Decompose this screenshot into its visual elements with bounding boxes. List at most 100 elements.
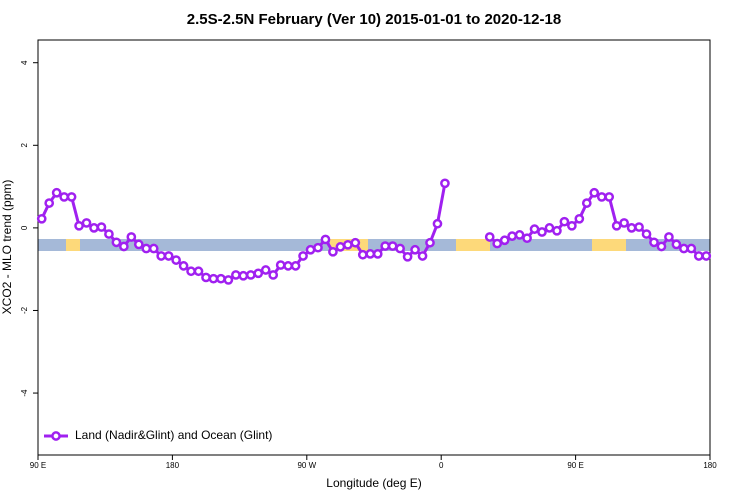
- y-tick-label: 0: [20, 225, 29, 230]
- data-point: [604, 192, 615, 202]
- data-point: [260, 265, 271, 275]
- data-point: [178, 261, 189, 271]
- data-point: [634, 222, 644, 232]
- data-point: [201, 272, 211, 283]
- data-point: [350, 237, 361, 248]
- data-point: [649, 237, 659, 248]
- data-point: [402, 251, 413, 262]
- data-point: [216, 273, 226, 284]
- data-point: [104, 229, 114, 239]
- data-point: [51, 187, 62, 198]
- data-point: [111, 237, 122, 248]
- ocean-band: [38, 239, 710, 251]
- data-point: [81, 218, 92, 228]
- data-point: [492, 238, 503, 249]
- data-point: [387, 241, 398, 251]
- data-point: [245, 270, 256, 280]
- data-point: [74, 220, 84, 231]
- y-tick-label: -4: [20, 389, 29, 397]
- data-point: [357, 249, 368, 260]
- data-point: [148, 243, 159, 254]
- data-point: [89, 223, 99, 233]
- data-point: [365, 249, 376, 259]
- data-point: [664, 232, 674, 242]
- legend-marker: [51, 431, 61, 441]
- data-point: [328, 246, 338, 257]
- data-point: [141, 243, 152, 254]
- legend-label: Land (Nadir&Glint) and Ocean (Glint): [75, 428, 272, 442]
- land-patch: [592, 239, 626, 251]
- data-point: [66, 192, 77, 202]
- data-point: [163, 251, 174, 261]
- chart-title: 2.5S-2.5N February (Ver 10) 2015-01-01 t…: [187, 11, 561, 28]
- data-point: [499, 235, 510, 246]
- data-point: [671, 239, 682, 250]
- data-point: [193, 266, 204, 277]
- land-ocean-strip: [38, 239, 710, 251]
- x-tick-label: 180: [166, 461, 180, 470]
- data-point: [126, 232, 137, 242]
- data-point: [231, 270, 241, 280]
- data-point: [417, 251, 428, 261]
- x-tick-label: 90 W: [297, 461, 316, 470]
- data-point: [544, 223, 555, 233]
- data-point: [238, 270, 249, 281]
- x-axis-label: Longitude (deg E): [326, 476, 421, 490]
- data-point: [552, 225, 562, 236]
- y-tick-label: -2: [20, 306, 29, 314]
- land-patch: [456, 239, 490, 251]
- data-point: [343, 239, 353, 250]
- data-point: [186, 266, 196, 277]
- data-point: [96, 222, 107, 232]
- data-point: [574, 213, 585, 224]
- x-tick-label: 0: [439, 461, 444, 470]
- data-point: [313, 242, 323, 253]
- data-point: [44, 198, 55, 208]
- data-point: [208, 273, 219, 284]
- data-point: [581, 198, 592, 208]
- data-point: [268, 270, 279, 280]
- data-point: [693, 251, 704, 261]
- data-point: [537, 227, 547, 237]
- data-point: [596, 192, 607, 202]
- data-point: [36, 213, 47, 224]
- plot-frame: [37, 39, 711, 456]
- data-point: [305, 244, 316, 255]
- data-point: [156, 251, 167, 261]
- data-point: [626, 223, 637, 233]
- data-point: [440, 178, 450, 189]
- data-point: [380, 241, 391, 251]
- data-point: [298, 251, 308, 261]
- data-point: [514, 230, 525, 240]
- data-point: [223, 275, 234, 285]
- data-point: [567, 220, 577, 231]
- data-point: [320, 234, 331, 245]
- x-tick-label: 180: [703, 461, 717, 470]
- data-point: [410, 244, 420, 255]
- data-point: [171, 255, 181, 265]
- data-point: [59, 192, 69, 202]
- y-tick-label: 2: [20, 143, 29, 148]
- data-point: [522, 233, 532, 244]
- y-tick-label: 4: [20, 60, 29, 65]
- land-patch: [66, 239, 80, 251]
- data-point: [372, 249, 383, 259]
- x-tick-label: 90 E: [567, 461, 583, 470]
- y-axis-label: XCO2 - MLO trend (ppm): [0, 180, 14, 315]
- data-point: [133, 239, 144, 250]
- data-point: [119, 241, 129, 252]
- x-tick-label: 90 E: [30, 461, 46, 470]
- data-point: [679, 243, 689, 254]
- data-point: [559, 216, 570, 227]
- data-point: [701, 251, 712, 261]
- data-point: [641, 229, 652, 239]
- data-point: [335, 242, 346, 252]
- data-point: [656, 241, 667, 252]
- data-point: [686, 243, 697, 254]
- data-point: [589, 187, 600, 198]
- data-point: [619, 218, 629, 228]
- data-point: [283, 261, 293, 271]
- data-point: [507, 231, 517, 241]
